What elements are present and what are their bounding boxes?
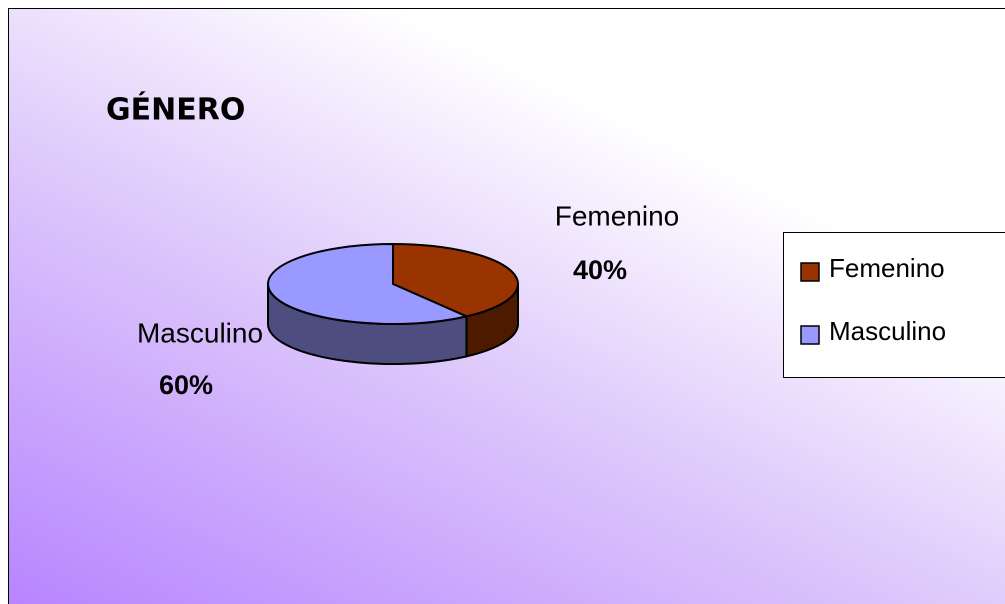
data-label-category: Masculino bbox=[137, 317, 263, 348]
legend-swatch bbox=[800, 325, 820, 345]
legend-box bbox=[783, 232, 1005, 378]
data-label-value: 40% bbox=[573, 255, 627, 285]
legend-label: Masculino bbox=[829, 316, 946, 346]
legend-swatch bbox=[800, 262, 820, 282]
pie-slice bbox=[392, 242, 519, 318]
legend-label: Femenino bbox=[829, 253, 945, 283]
data-label-value: 60% bbox=[159, 370, 213, 400]
data-label-category: Femenino bbox=[555, 200, 680, 231]
pie-slice bbox=[267, 242, 470, 325]
chart-title: GÉNERO bbox=[106, 92, 245, 128]
